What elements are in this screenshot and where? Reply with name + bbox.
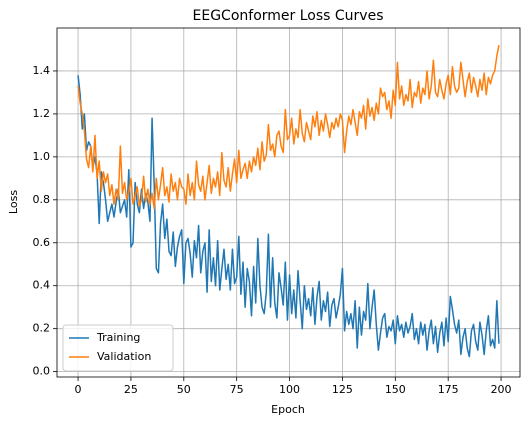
- y-tick-label: 1.2: [33, 107, 51, 120]
- y-tick-label: 1.4: [33, 64, 51, 77]
- x-tick-label: 125: [332, 383, 353, 396]
- legend-label: Training: [96, 331, 140, 344]
- x-tick-label: 50: [177, 383, 191, 396]
- legend-box: [62, 324, 174, 372]
- x-axis-label: Epoch: [271, 403, 305, 416]
- y-tick-label: 0.6: [33, 236, 51, 249]
- x-tick-label: 25: [124, 383, 138, 396]
- chart-title: EEGConformer Loss Curves: [193, 8, 384, 24]
- x-tick-label: 100: [279, 383, 300, 396]
- y-tick-label: 0.2: [33, 322, 51, 335]
- x-tick-label: 175: [438, 383, 459, 396]
- y-tick-label: 1.0: [33, 150, 51, 163]
- y-tick-label: 0.0: [33, 365, 51, 378]
- y-axis-label: Loss: [7, 190, 20, 214]
- y-tick-label: 0.8: [33, 193, 51, 206]
- x-tick-label: 0: [75, 383, 82, 396]
- y-tick-label: 0.4: [33, 279, 51, 292]
- x-tick-label: 200: [491, 383, 512, 396]
- legend: Training Validation: [62, 324, 174, 372]
- series-line: [77, 75, 500, 358]
- x-tick-label: 150: [385, 383, 406, 396]
- legend-label: Validation: [97, 350, 151, 363]
- plot-frame: [56, 27, 521, 378]
- series-line: [77, 45, 500, 210]
- x-tick-label: 75: [230, 383, 244, 396]
